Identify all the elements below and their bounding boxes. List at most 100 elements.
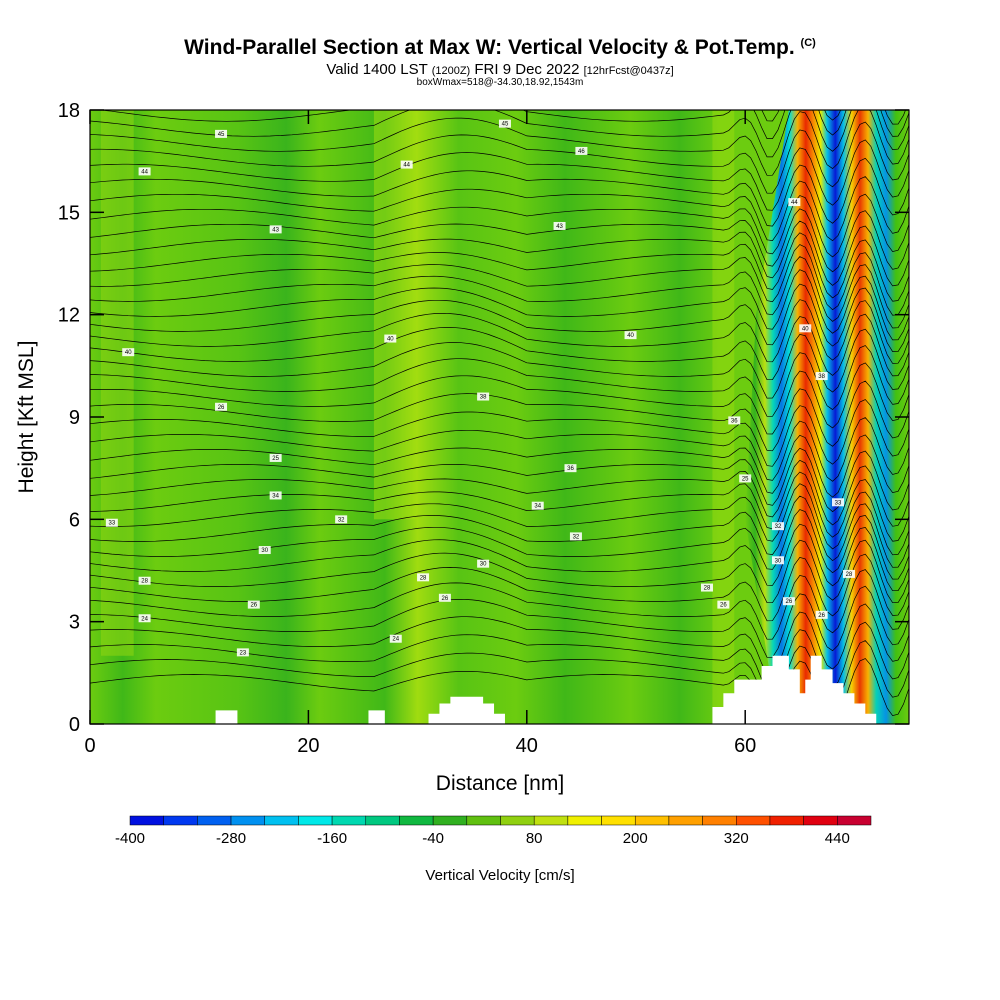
theta-label: 45	[215, 129, 228, 138]
theta-label-text: 33	[108, 521, 115, 527]
theta-label-bg	[477, 392, 490, 401]
theta-label-text: 25	[742, 476, 749, 482]
theta-label-text: 43	[272, 227, 279, 233]
theta-label: 38	[477, 392, 490, 401]
theta-label-bg	[842, 569, 855, 578]
colorbar-swatch	[163, 815, 198, 826]
colorbar-tick-label: 80	[526, 830, 543, 847]
colorbar-swatch	[365, 815, 400, 826]
theta-label-bg	[771, 522, 784, 531]
theta-label-bg	[400, 160, 413, 169]
colorbar-swatch	[769, 815, 804, 826]
theta-label-bg	[832, 498, 845, 507]
theta-label-text: 23	[240, 650, 247, 656]
colorbar-swatch	[432, 815, 468, 826]
theta-label-text: 32	[573, 534, 580, 540]
colorbar-tick-label: 200	[623, 830, 648, 847]
theta-contour	[98, 110, 909, 139]
theta-label-text: 40	[802, 326, 809, 332]
theta-label-text: 24	[392, 637, 399, 643]
theta-label: 26	[782, 597, 795, 606]
box-wmax-line: boxWmax=518@-34.30,18.92,1543m	[416, 77, 584, 88]
theta-label-bg	[531, 501, 544, 510]
theta-label-bg	[553, 221, 566, 230]
theta-label-bg	[269, 453, 282, 462]
y-tick-label: 15	[58, 202, 80, 224]
theta-label: 38	[815, 372, 828, 381]
x-tick-label: 40	[516, 735, 538, 757]
theta-label-bg	[389, 634, 402, 643]
theta-contour	[90, 232, 909, 302]
theta-label-bg	[335, 515, 348, 524]
theta-label: 23	[236, 648, 249, 657]
theta-label-bg	[771, 556, 784, 565]
theta-label-bg	[799, 324, 812, 333]
colorbar-swatch	[668, 815, 703, 826]
theta-label: 25	[269, 453, 282, 462]
x-tick-label: 60	[734, 735, 756, 757]
theta-label-bg	[122, 348, 135, 357]
theta-contour	[90, 447, 909, 513]
chart-title-text: Wind-Parallel Section at Max W: Vertical…	[184, 36, 795, 59]
valid-prefix: Valid 1400 LST	[326, 61, 428, 78]
theta-label: 34	[531, 501, 544, 510]
theta-label-bg	[258, 546, 271, 555]
theta-label-bg	[269, 491, 282, 500]
theta-label-bg	[564, 464, 577, 473]
theta-label-text: 25	[272, 456, 279, 462]
light-streak	[100, 110, 134, 656]
theta-label-bg	[788, 198, 801, 207]
theta-label: 28	[842, 569, 855, 578]
theta-label: 30	[477, 559, 490, 568]
theta-label: 34	[269, 491, 282, 500]
colorbar-swatch	[736, 815, 771, 826]
theta-label: 26	[438, 593, 451, 602]
valid-forecast: [12hrFcst@0437z]	[583, 65, 674, 77]
theta-label-text: 26	[218, 405, 225, 411]
theta-label-text: 28	[141, 579, 148, 585]
theta-contour	[90, 569, 909, 640]
theta-contour	[90, 157, 909, 227]
theta-label-text: 36	[731, 418, 738, 424]
theta-label-bg	[215, 402, 228, 411]
colorbar-swatch	[466, 815, 501, 826]
y-tick-label: 0	[69, 714, 80, 736]
theta-contour	[90, 434, 909, 498]
theta-label: 32	[771, 522, 784, 531]
valid-time-line: Valid 1400 LST (1200Z) FRI 9 Dec 2022 [1…	[0, 61, 1000, 78]
theta-label-text: 30	[261, 548, 268, 554]
theta-contour	[90, 553, 909, 622]
theta-label-bg	[138, 167, 151, 176]
theta-contour	[90, 220, 909, 287]
theta-contour	[90, 417, 909, 482]
theta-contour	[90, 399, 909, 467]
theta-label: 43	[269, 225, 282, 234]
theta-contour	[90, 380, 909, 452]
theta-label: 40	[122, 348, 135, 357]
theta-label-bg	[105, 518, 118, 527]
colorbar-swatch	[399, 815, 434, 826]
theta-label-text: 45	[502, 122, 509, 128]
theta-contour	[90, 345, 909, 417]
colorbar-swatch	[601, 815, 636, 826]
colorbar-tick-label: 440	[825, 830, 850, 847]
theta-contour	[90, 459, 909, 527]
theta-contour	[90, 139, 909, 211]
theta-label: 33	[832, 498, 845, 507]
y-tick-label: 6	[69, 509, 80, 531]
theta-label-bg	[569, 532, 582, 541]
colorbar-swatch	[230, 815, 265, 826]
colorbar-label: Vertical Velocity [cm/s]	[425, 867, 574, 884]
theta-label-text: 46	[578, 149, 585, 155]
colorbar-swatch	[567, 815, 602, 826]
colorbar-swatch	[803, 815, 838, 826]
theta-contour	[90, 121, 909, 194]
theta-label-text: 43	[556, 224, 563, 230]
x-axis-label: Distance [nm]	[436, 772, 564, 795]
theta-label-text: 33	[835, 500, 842, 506]
theta-label-bg	[438, 593, 451, 602]
theta-label-text: 26	[720, 603, 727, 609]
colorbar-swatch	[331, 815, 367, 826]
theta-label: 25	[739, 474, 752, 483]
theta-label: 26	[717, 600, 730, 609]
